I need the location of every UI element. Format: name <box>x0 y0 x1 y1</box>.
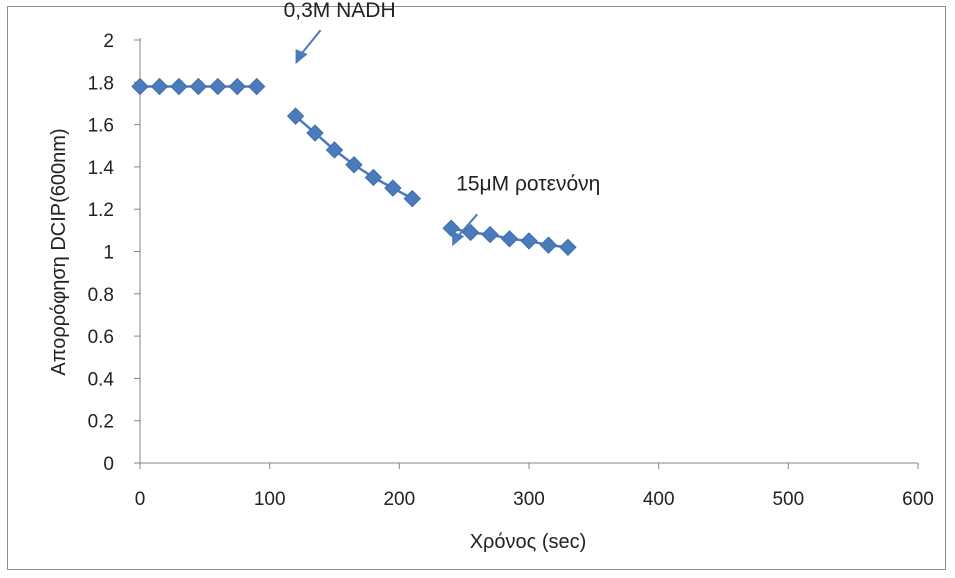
annotation-label: 0,3M NADH <box>284 0 396 22</box>
data-point-marker <box>481 225 499 244</box>
x-tick-label: 600 <box>902 489 934 510</box>
axes <box>134 38 919 469</box>
y-tick-label: 0 <box>103 454 114 475</box>
data-point-marker <box>247 77 266 96</box>
x-tick-label: 0 <box>135 489 146 510</box>
annotation-label: 15μM ροτενόνη <box>456 172 600 195</box>
data-point-marker <box>189 77 208 96</box>
data-point-marker <box>559 238 577 256</box>
data-point-marker <box>209 77 227 96</box>
data-markers <box>131 77 577 256</box>
y-tick-label: 1.2 <box>88 200 114 221</box>
y-tick-label: 0.2 <box>88 412 114 433</box>
y-tick-label: 1.6 <box>88 116 114 137</box>
data-point-marker <box>539 236 558 254</box>
y-tick-label: 1.8 <box>88 73 114 94</box>
data-point-marker <box>131 77 149 96</box>
y-tick-label: 1.4 <box>88 158 115 179</box>
data-point-marker <box>228 77 246 96</box>
annotations: 0,3M NADH 15μM ροτενόνη <box>284 0 600 247</box>
y-tick-label: 0.4 <box>88 369 115 390</box>
x-tick-label: 100 <box>254 489 286 510</box>
data-point-marker <box>461 223 480 242</box>
y-axis-title: Απορρόφηση DCIP(600nm) <box>48 128 70 375</box>
data-point-marker <box>403 189 422 208</box>
tick-labels: 0 0.2 0.4 0.6 0.8 1 1.2 1.4 1.6 1.8 2 0 100 200 300 400… <box>88 31 934 510</box>
y-tick-label: 0.8 <box>88 285 114 306</box>
x-tick-label: 300 <box>513 489 545 510</box>
y-tick-label: 2 <box>103 31 114 52</box>
x-tick-label: 500 <box>772 489 804 510</box>
data-point-marker <box>500 230 519 248</box>
data-point-marker <box>384 179 402 197</box>
data-point-marker <box>325 141 344 159</box>
x-tick-label: 400 <box>643 489 675 510</box>
annotation-arrow-line <box>455 213 478 239</box>
data-point-marker <box>286 107 305 125</box>
y-tick-label: 0.6 <box>88 327 114 348</box>
x-axis-title: Χρόνος (sec) <box>470 531 587 553</box>
data-point-marker <box>170 77 188 96</box>
data-point-marker <box>520 232 538 250</box>
data-point-marker <box>364 168 383 187</box>
data-point-marker <box>150 77 169 96</box>
x-tick-label: 200 <box>383 489 415 510</box>
data-point-marker <box>306 124 324 142</box>
y-tick-label: 1 <box>103 243 114 264</box>
data-point-marker <box>345 156 363 174</box>
annotation-arrow-head <box>295 49 308 65</box>
chart-frame <box>7 6 946 570</box>
annotation-arrow-line <box>298 29 322 57</box>
annotation-arrow-head <box>452 231 465 247</box>
data-point-marker <box>442 219 460 237</box>
